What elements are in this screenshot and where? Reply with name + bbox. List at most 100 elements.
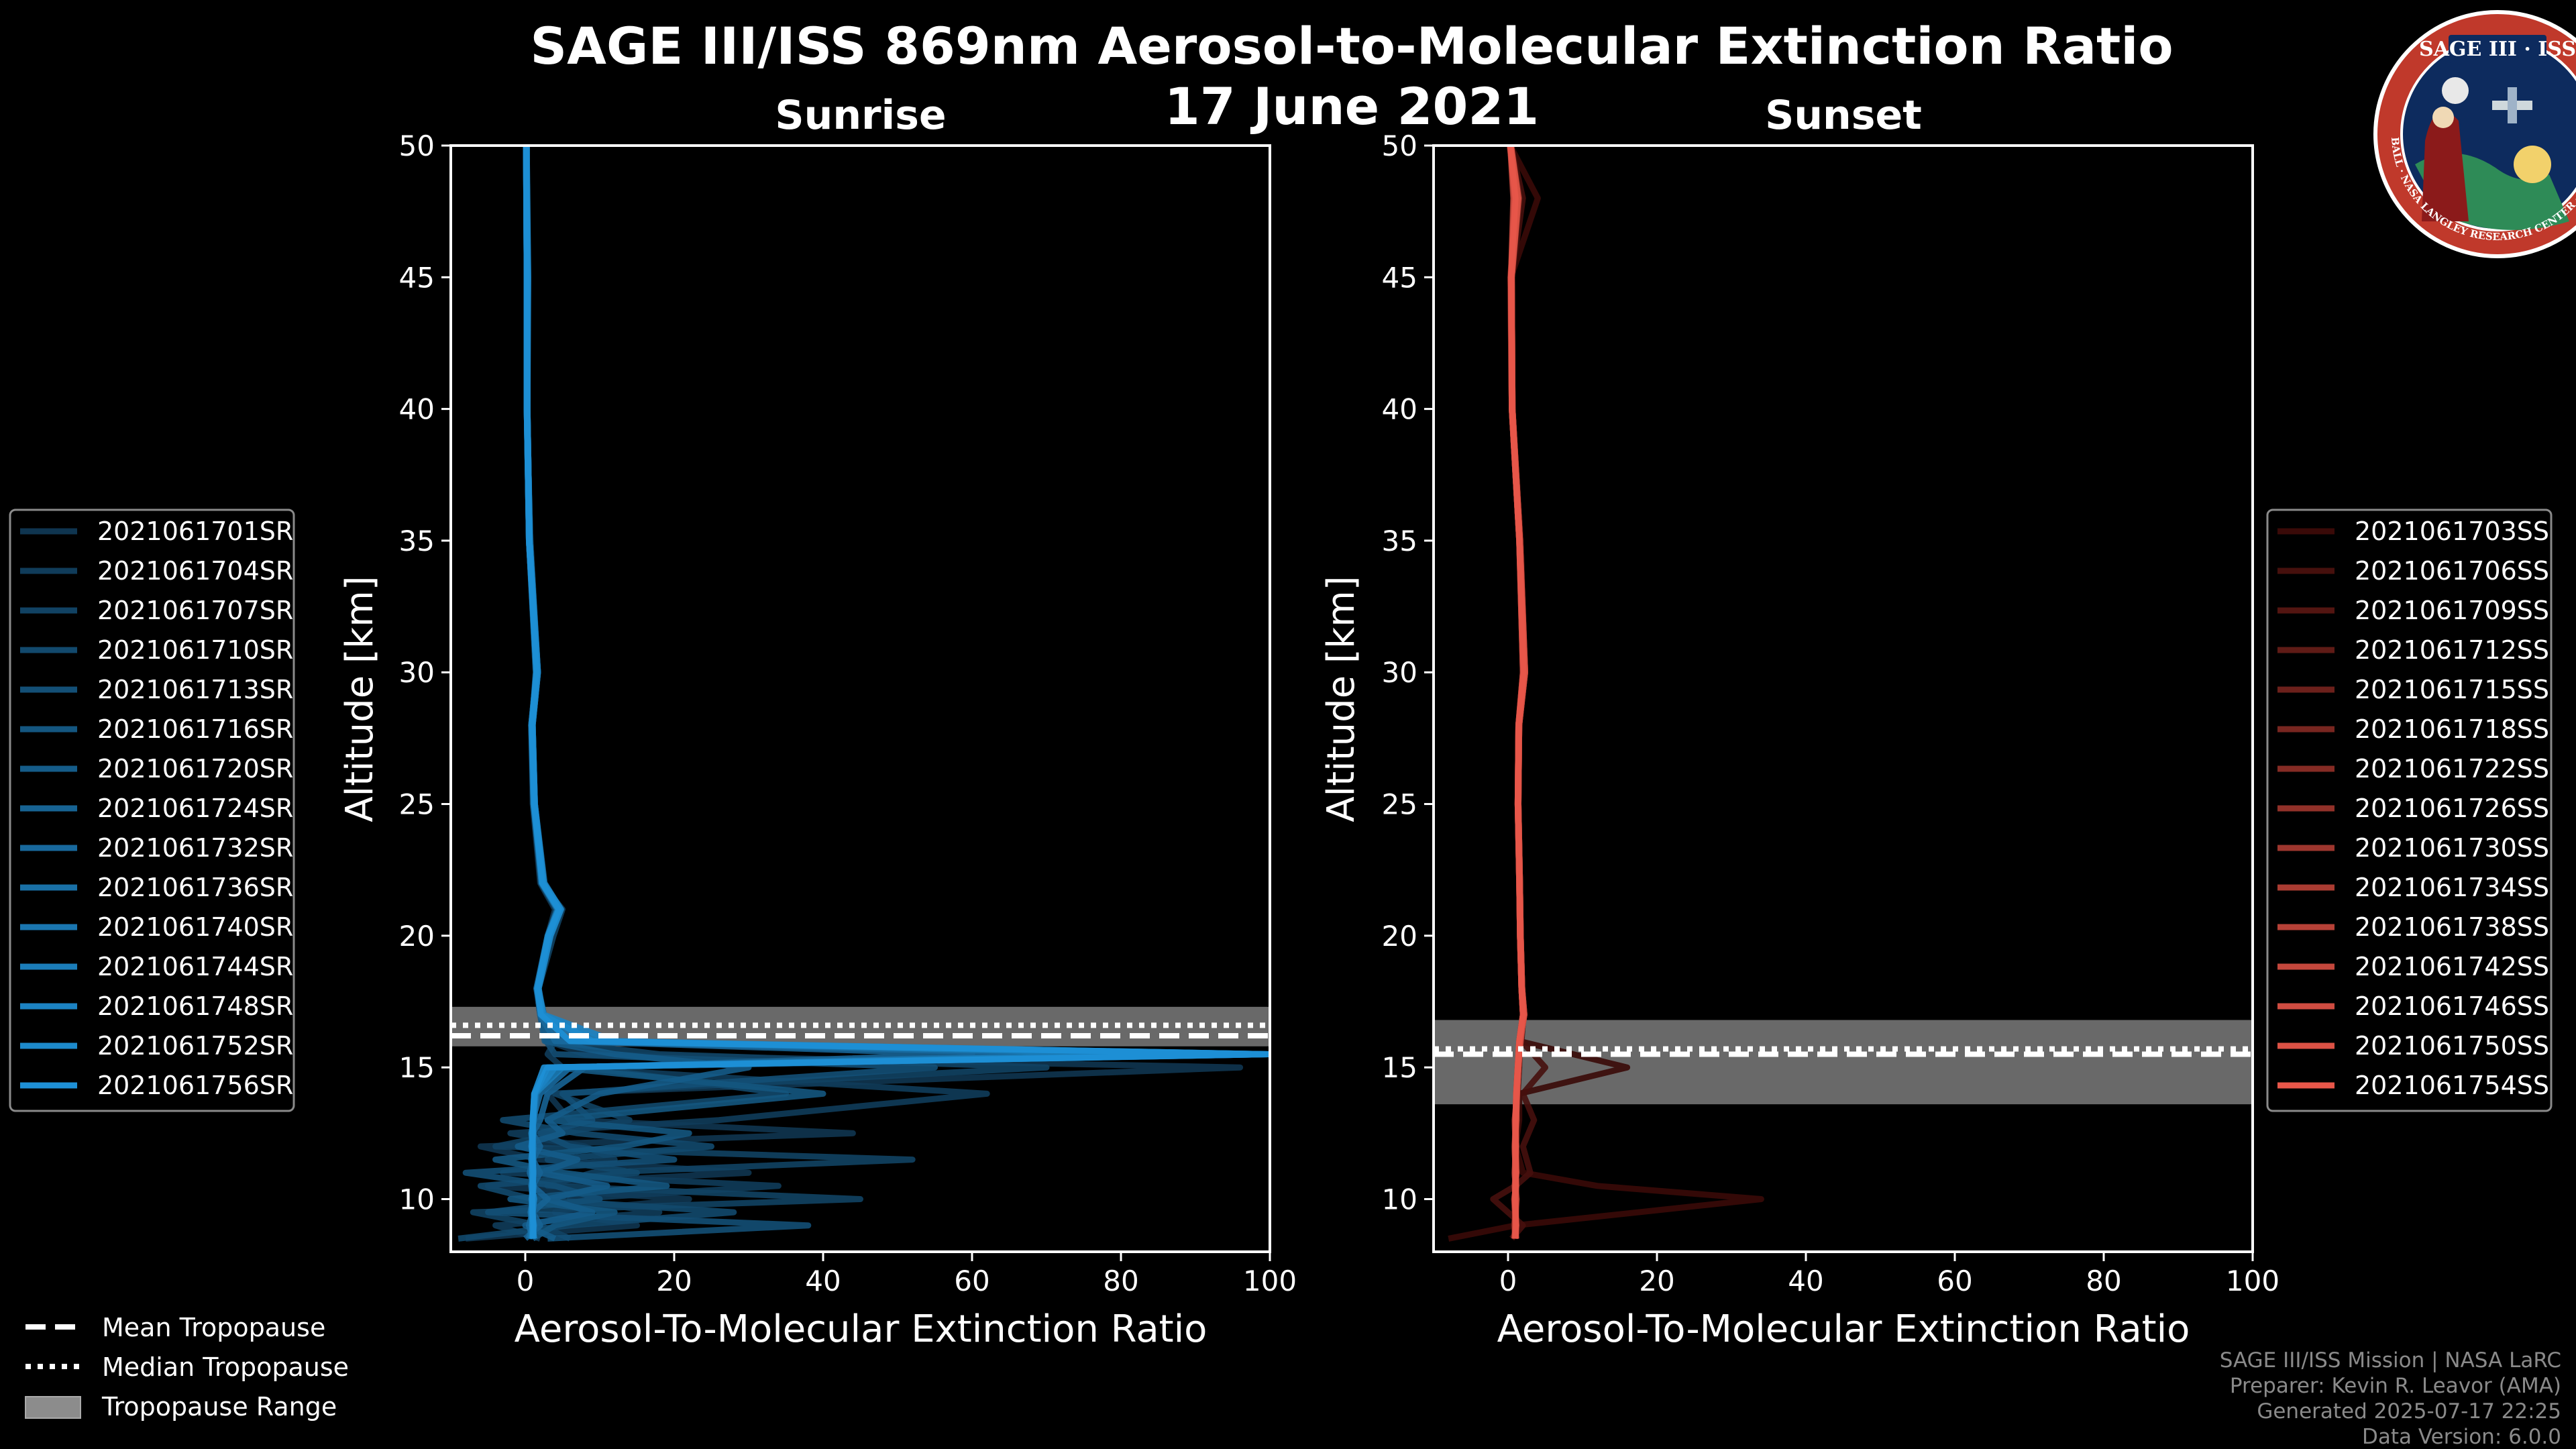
y-tick-label: 20 <box>399 920 435 953</box>
x-tick-label: 20 <box>656 1265 692 1297</box>
logo-banner <box>2449 35 2546 63</box>
y-tick-label: 45 <box>399 261 435 294</box>
sunrise-y-axis-label: Altitude [km] <box>338 576 382 822</box>
sunrise-legend: 2021061701SR 2021061704SR 2021061707SR 2021… <box>9 508 295 1112</box>
legend-label: 2021061703SS <box>2355 517 2549 546</box>
y-tick-label: 30 <box>399 656 435 689</box>
sunset-panel-title: Sunset <box>1765 92 1922 139</box>
sunset-legend: 2021061703SS 2021061706SS 2021061709SS 2021… <box>2266 508 2553 1112</box>
footer-mission: SAGE III/ISS Mission | NASA LaRC <box>2220 1348 2561 1373</box>
legend-label: 2021061704SR <box>97 556 293 586</box>
sunset-y-axis-label: Altitude [km] <box>1320 576 1363 822</box>
legend-label: 2021061701SR <box>97 517 293 546</box>
sunset-legend-frame <box>2266 508 2553 1112</box>
legend-label: 2021061732SR <box>97 833 293 863</box>
mean-tropopause-legend-label: Mean Tropopause <box>102 1313 325 1342</box>
legend-label: 2021061713SR <box>97 675 293 704</box>
legend-label: 2021061744SR <box>97 952 293 981</box>
logo-title-text: SAGE III · ISS <box>2419 38 2576 61</box>
x-tick-label: 80 <box>1103 1265 1138 1297</box>
legend-label: 2021061736SR <box>97 873 293 902</box>
legend-label: 2021061740SR <box>97 912 293 942</box>
y-tick-label: 30 <box>1382 656 1417 689</box>
sunrise-series-group <box>458 146 1270 1242</box>
footer-credits: SAGE III/ISS Mission | NASA LaRC Prepare… <box>2220 1348 2561 1449</box>
x-tick-label: 100 <box>2226 1265 2279 1297</box>
sunrise-panel-title: Sunrise <box>775 92 946 139</box>
iss-solar-panel-icon <box>2508 87 2517 123</box>
y-tick-label: 50 <box>1382 129 1417 162</box>
legend-label: 2021061726SS <box>2355 794 2549 823</box>
legend-label: 2021061754SS <box>2355 1071 2549 1100</box>
legend-label: 2021061756SR <box>97 1071 293 1100</box>
y-tick-label: 35 <box>1382 525 1417 557</box>
legend-label: 2021061730SS <box>2355 833 2549 863</box>
legend-label: 2021061716SR <box>97 714 293 744</box>
figure-subtitle-date: 17 June 2021 <box>1165 76 1539 136</box>
footer-data-version: Data Version: 6.0.0 <box>2362 1425 2561 1449</box>
legend-label: 2021061712SS <box>2355 635 2549 665</box>
sunrise-axes-frame <box>449 144 1271 1253</box>
y-tick-label: 20 <box>1382 920 1417 953</box>
legend-label: 2021061710SR <box>97 635 293 665</box>
sunrise-y-ticks: 10 15 20 25 30 35 40 45 50 <box>399 129 451 1216</box>
legend-label: 2021061707SR <box>97 596 293 625</box>
sunrise-x-ticks: 0 20 40 60 80 100 <box>517 1252 1297 1297</box>
sunset-x-ticks: 0 20 40 60 80 100 <box>1499 1252 2279 1297</box>
sunset-panel: Sunset 0 20 40 60 80 100 10 15 20 25 30 35 40 45 50 A… <box>1320 92 2279 1351</box>
x-tick-label: 40 <box>1788 1265 1823 1297</box>
y-tick-label: 40 <box>399 393 435 426</box>
y-tick-label: 35 <box>399 525 435 557</box>
median-tropopause-legend-label: Median Tropopause <box>102 1352 349 1382</box>
footer-generated: Generated 2025-07-17 22:25 <box>2257 1399 2561 1424</box>
legend-label: 2021061718SS <box>2355 714 2549 744</box>
footer-preparer: Preparer: Kevin R. Leavor (AMA) <box>2230 1374 2561 1398</box>
legend-label: 2021061746SS <box>2355 991 2549 1021</box>
tropopause-range-legend-swatch <box>25 1396 81 1419</box>
y-tick-label: 50 <box>399 129 435 162</box>
sunset-series-group <box>1448 146 1764 1242</box>
x-tick-label: 0 <box>1499 1265 1517 1297</box>
sun-icon <box>2514 146 2551 183</box>
legend-label: 2021061738SS <box>2355 912 2549 942</box>
y-tick-label: 25 <box>399 788 435 821</box>
sunset-tropopause-range <box>1434 1020 2253 1105</box>
x-tick-label: 0 <box>517 1265 535 1297</box>
legend-label: 2021061734SS <box>2355 873 2549 902</box>
sunrise-panel: Sunrise 0 20 40 60 80 100 101520253035404550 … <box>338 92 1297 1351</box>
figure-title: SAGE III/ISS 869nm Aerosol-to-Molecular … <box>530 16 2173 76</box>
astronomer-figure-icon <box>2422 111 2469 221</box>
sunset-series-line-2021061754SS <box>1507 146 1527 1239</box>
legend-label: 2021061748SR <box>97 991 293 1021</box>
y-tick-label: 45 <box>1382 261 1417 294</box>
legend-label: 2021061715SS <box>2355 675 2549 704</box>
y-tick-label: 15 <box>1382 1051 1417 1084</box>
sunset-axes-frame <box>1432 144 2254 1253</box>
legend-label: 2021061752SR <box>97 1031 293 1061</box>
legend-label: 2021061742SS <box>2355 952 2549 981</box>
legend-label: 2021061722SS <box>2355 754 2549 784</box>
x-tick-label: 60 <box>1937 1265 1972 1297</box>
legend-label: 2021061709SS <box>2355 596 2549 625</box>
sunrise-x-axis-label: Aerosol-To-Molecular Extinction Ratio <box>515 1307 1208 1351</box>
tropopause-legend: Mean Tropopause Median Tropopause Tropop… <box>25 1313 349 1421</box>
x-tick-label: 80 <box>2086 1265 2121 1297</box>
x-tick-label: 100 <box>1243 1265 1297 1297</box>
sunrise-legend-frame <box>9 508 295 1112</box>
y-tick-label: 25 <box>1382 788 1417 821</box>
y-tick-label: 15 <box>399 1051 435 1084</box>
sunset-y-ticks: 10 15 20 25 30 35 40 45 50 <box>1382 129 1434 1216</box>
sage-iii-iss-logo: SAGE III · ISS BALL · NASA LANGLEY RESEA… <box>2373 10 2576 258</box>
y-tick-label: 10 <box>1382 1183 1417 1216</box>
legend-label: 2021061720SR <box>97 754 293 784</box>
y-tick-label: 10 <box>399 1183 435 1216</box>
y-tick-label: 40 <box>1382 393 1417 426</box>
legend-label: 2021061724SR <box>97 794 293 823</box>
tropopause-range-legend-label: Tropopause Range <box>101 1392 337 1421</box>
sunrise-series-line-2021061756SR <box>523 146 1270 1239</box>
x-tick-label: 20 <box>1639 1265 1674 1297</box>
x-tick-label: 40 <box>805 1265 841 1297</box>
sunset-x-axis-label: Aerosol-To-Molecular Extinction Ratio <box>1497 1307 2190 1351</box>
